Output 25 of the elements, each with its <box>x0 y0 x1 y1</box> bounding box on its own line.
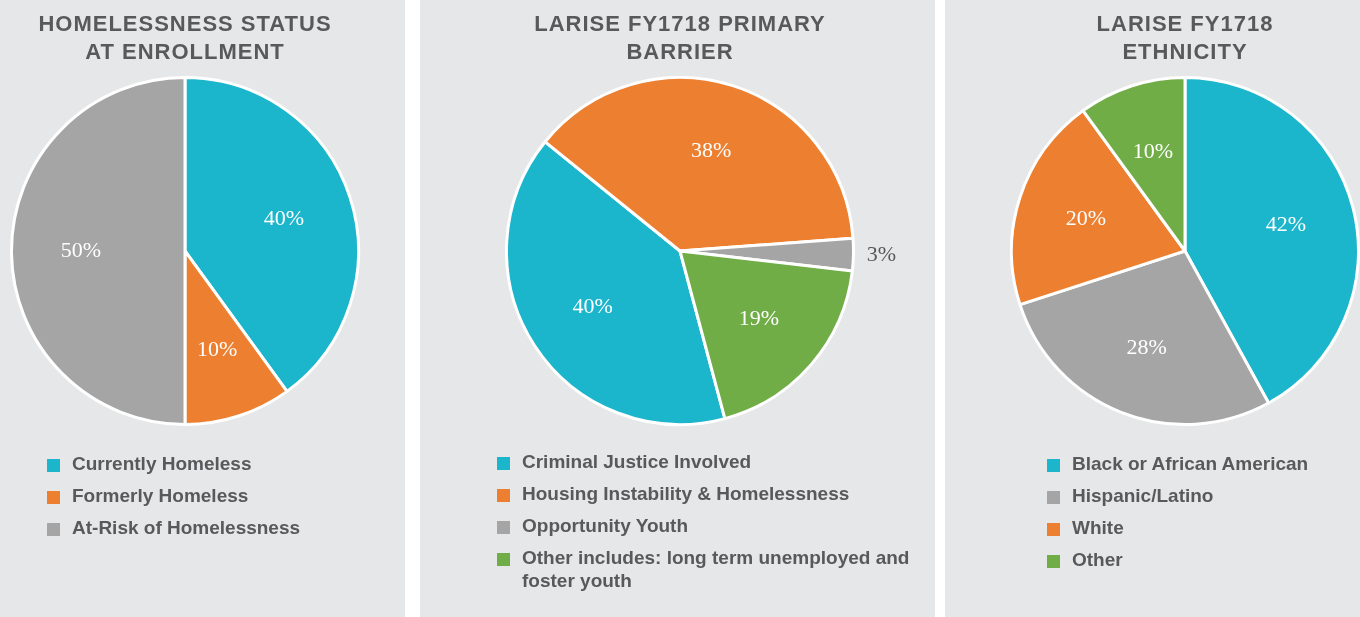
data-label: 42% <box>1265 210 1306 236</box>
legend-label: At-Risk of Homelessness <box>72 516 301 539</box>
legend-label: Currently Homeless <box>72 452 252 475</box>
data-label: 28% <box>1126 333 1167 359</box>
legend-label: White <box>1072 516 1124 539</box>
data-label: 3% <box>866 240 897 266</box>
legend-label: Hispanic/Latino <box>1072 484 1214 507</box>
legend-label: Opportunity Youth <box>522 514 689 537</box>
data-label: 40% <box>572 293 613 319</box>
data-label: 10% <box>197 335 238 361</box>
legend-label: Criminal Justice Involved <box>522 450 752 473</box>
chart-title: HOMELESSNESS STATUS AT ENROLLMENT <box>37 10 333 66</box>
chart-title: LARISE FY1718 ETHNICITY <box>1095 10 1275 66</box>
chart-title: LARISE FY1718 PRIMARY BARRIER <box>533 10 827 66</box>
data-label: 50% <box>60 236 102 262</box>
data-label: 38% <box>690 137 732 163</box>
legend-label: Other includes: long term unemployed and foster youth <box>522 546 911 592</box>
legend-label: Formerly Homeless <box>72 484 249 507</box>
data-label: 40% <box>263 204 305 230</box>
legend-label: Housing Instability & Homelessness <box>522 482 850 505</box>
legend-label: Other <box>1072 548 1123 571</box>
legend-label: Black or African American <box>1072 452 1309 475</box>
data-label: 10% <box>1132 137 1173 163</box>
data-label: 19% <box>738 304 779 330</box>
data-label: 20% <box>1065 204 1107 230</box>
